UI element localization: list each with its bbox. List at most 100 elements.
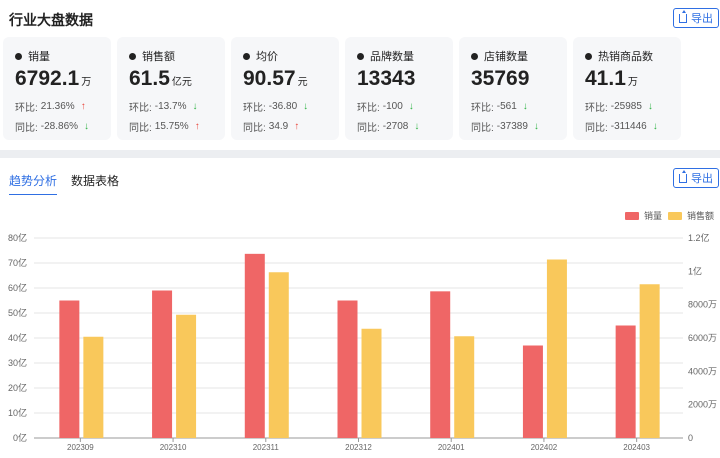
bar-sales-volume	[337, 300, 358, 438]
kpi-yoy-row: 同比: -28.86% ↓	[15, 119, 89, 134]
tab-data-table[interactable]: 数据表格	[71, 174, 120, 188]
kpi-mom-value: -25985	[610, 101, 642, 112]
kpi-card: 销量 6792.1 万环比: 21.36% ↑ 同比: -28.86% ↓	[3, 37, 111, 140]
kpi-card: 销售额 61.5 亿元 环比: -13.7% ↓ 同比: 15.75% ↑	[117, 37, 225, 140]
x-tick-label: 202402	[531, 443, 558, 452]
kpi-card: 热销商品数 41.1 万环比: -25985 ↓ 同比: -311446 ↓	[573, 37, 681, 140]
x-tick-label: 202312	[345, 443, 372, 452]
export-button-label: 导出	[691, 13, 713, 25]
kpi-value-unit: 万	[627, 77, 638, 88]
arrow-down-icon: ↓	[533, 121, 539, 132]
kpi-yoy-label: 同比:	[585, 123, 608, 134]
export-button[interactable]: 导出	[673, 8, 719, 28]
bullet-dot-icon	[129, 52, 136, 60]
kpi-mom-row: 环比: -100 ↓	[357, 99, 414, 114]
kpi-mom-value: 21.36%	[40, 101, 75, 112]
y-left-tick-label: 50亿	[8, 307, 27, 318]
kpi-value-number: 90.57	[243, 67, 296, 90]
kpi-yoy-value: -311446	[610, 121, 647, 132]
arrow-down-icon: ↓	[414, 121, 420, 132]
arrow-up-icon: ↑	[294, 121, 300, 132]
kpi-yoy-value: -37389	[496, 121, 528, 132]
kpi-name-label: 销量	[28, 51, 50, 63]
x-tick-label: 202310	[160, 443, 187, 452]
kpi-mom-row: 环比: 21.36% ↑	[15, 99, 86, 114]
y-left-tick-label: 20亿	[8, 382, 27, 393]
kpi-value-unit: 元	[297, 77, 308, 88]
kpi-mom-label: 环比:	[471, 103, 494, 114]
bullet-dot-icon	[15, 52, 22, 60]
kpi-mom-value: -100	[382, 101, 403, 112]
tab-trend-analysis[interactable]: 趋势分析	[9, 174, 58, 195]
bar-sales-amount	[454, 336, 475, 438]
kpi-yoy-row: 同比: -2708 ↓	[357, 119, 419, 134]
legend-item-sales-volume[interactable]: 销量	[625, 209, 662, 222]
bar-sales-amount	[546, 259, 567, 438]
x-tick-label: 202401	[438, 443, 465, 452]
x-tick-label: 202403	[623, 443, 650, 452]
kpi-value-number: 41.1	[585, 67, 626, 90]
y-right-tick-label: 4000万	[688, 366, 717, 376]
kpi-yoy-label: 同比:	[129, 123, 152, 134]
y-right-tick-label: 8000万	[688, 300, 717, 310]
kpi-mom-label: 环比:	[585, 103, 608, 114]
legend-label: 销售额	[687, 211, 715, 221]
kpi-value: 41.1 万	[585, 67, 638, 91]
y-left-tick-label: 30亿	[8, 357, 27, 368]
kpi-name: 销售额	[129, 48, 175, 64]
bar-sales-amount	[268, 272, 289, 438]
y-right-tick-label: 1.2亿	[688, 232, 710, 243]
bar-sales-volume	[522, 345, 543, 438]
kpi-value-number: 61.5	[129, 67, 170, 90]
legend-swatch	[668, 211, 682, 220]
kpi-yoy-label: 同比:	[357, 123, 380, 134]
kpi-mom-row: 环比: -561 ↓	[471, 99, 528, 114]
kpi-yoy-row: 同比: -37389 ↓	[471, 119, 539, 134]
kpi-name: 品牌数量	[357, 48, 414, 64]
kpi-yoy-label: 同比:	[471, 123, 494, 134]
kpi-value: 35769	[471, 67, 531, 91]
bar-sales-volume	[244, 253, 265, 438]
y-left-tick-label: 70亿	[8, 257, 27, 268]
kpi-mom-value: -13.7%	[154, 101, 187, 112]
kpi-mom-label: 环比:	[243, 103, 266, 114]
kpi-card: 店铺数量 35769 环比: -561 ↓ 同比: -37389 ↓	[459, 37, 567, 140]
arrow-down-icon: ↓	[408, 101, 414, 112]
kpi-yoy-label: 同比:	[243, 123, 266, 134]
kpi-yoy-value: 34.9	[268, 121, 289, 132]
y-left-tick-label: 10亿	[8, 407, 27, 418]
x-tick-label: 202311	[253, 443, 280, 452]
legend-item-sales-amount[interactable]: 销售额	[668, 209, 714, 222]
kpi-yoy-value: -2708	[382, 121, 409, 132]
bullet-dot-icon	[243, 52, 250, 60]
kpi-yoy-row: 同比: 34.9 ↑	[243, 119, 299, 134]
kpi-value: 61.5 亿元	[129, 67, 192, 91]
arrow-down-icon: ↓	[647, 101, 653, 112]
kpi-name: 销量	[15, 48, 50, 64]
kpi-yoy-row: 同比: 15.75% ↑	[129, 119, 200, 134]
overview-panel: 行业大盘数据 导出 销量 6792.1 万环比: 21.36% ↑ 同比: -28.86% ↓…	[0, 0, 720, 150]
kpi-name-label: 品牌数量	[370, 51, 414, 63]
y-left-tick-label: 40亿	[8, 332, 27, 343]
kpi-card: 品牌数量 13343 环比: -100 ↓ 同比: -2708 ↓	[345, 37, 453, 140]
kpi-yoy-value: -28.86%	[40, 121, 79, 132]
bar-sales-amount	[361, 328, 382, 438]
kpi-value-unit: 万	[81, 77, 92, 88]
export-icon	[679, 9, 687, 23]
kpi-yoy-value: 15.75%	[154, 121, 189, 132]
kpi-name-label: 热销商品数	[598, 51, 653, 63]
kpi-value-unit: 亿元	[171, 77, 192, 88]
y-right-tick-label: 0	[688, 433, 693, 443]
kpi-mom-label: 环比:	[357, 103, 380, 114]
kpi-mom-value: -561	[496, 101, 517, 112]
chart-export-button-label: 导出	[691, 173, 713, 185]
bullet-dot-icon	[585, 52, 592, 60]
chart-export-button[interactable]: 导出	[673, 168, 719, 188]
export-icon	[679, 169, 687, 183]
kpi-mom-label: 环比:	[15, 103, 38, 114]
page-title: 行业大盘数据	[9, 12, 93, 28]
bullet-dot-icon	[471, 52, 478, 60]
kpi-value: 90.57 元	[243, 67, 308, 91]
y-left-tick-label: 80亿	[8, 232, 27, 243]
